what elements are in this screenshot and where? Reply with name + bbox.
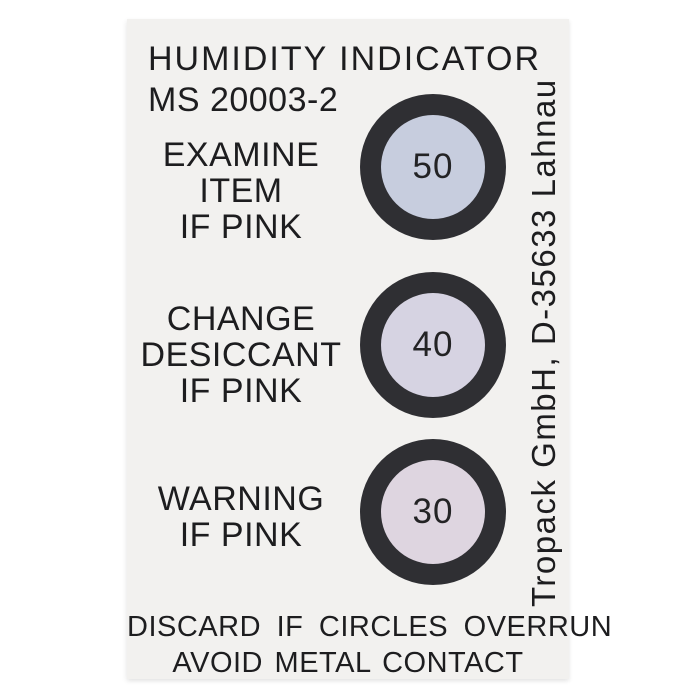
instruction-warning: WARNING IF PINK (127, 481, 355, 553)
instruction-line: CHANGE (166, 300, 316, 338)
humidity-spot-40-fill: 40 (381, 293, 485, 397)
instruction-line: ITEM (199, 172, 283, 210)
humidity-spot-30-value: 30 (412, 492, 454, 531)
instruction-line: EXAMINE (162, 136, 320, 174)
instruction-line: IF PINK (179, 516, 303, 554)
model-number: MS 20003-2 (148, 81, 339, 119)
instruction-line: IF PINK (179, 208, 303, 246)
instruction-line: WARNING (157, 480, 325, 518)
humidity-spot-30: 30 (360, 439, 506, 585)
instruction-line: IF PINK (179, 372, 303, 410)
humidity-indicator-card: HUMIDITY INDICATOR MS 20003-2 EXAMINE IT… (127, 19, 613, 679)
card-title: HUMIDITY INDICATOR (148, 40, 542, 78)
humidity-spot-30-fill: 30 (381, 460, 485, 564)
footer-metal-note: AVOID METAL CONTACT (172, 647, 524, 679)
humidity-spot-40-value: 40 (412, 325, 454, 364)
instruction-examine-item: EXAMINE ITEM IF PINK (127, 137, 355, 245)
humidity-spot-50-value: 50 (412, 147, 454, 186)
humidity-spot-50: 50 (360, 94, 506, 240)
instruction-line: DESICCANT (140, 336, 342, 374)
manufacturer-side-text: Tropack GmbH, D-35633 Lahnau (525, 78, 562, 607)
instruction-change-desiccant: CHANGE DESICCANT IF PINK (127, 301, 355, 409)
humidity-spot-50-fill: 50 (381, 115, 485, 219)
footer-discard-note: DISCARD IF CIRCLES OVERRUN (127, 611, 613, 643)
humidity-spot-40: 40 (360, 272, 506, 418)
